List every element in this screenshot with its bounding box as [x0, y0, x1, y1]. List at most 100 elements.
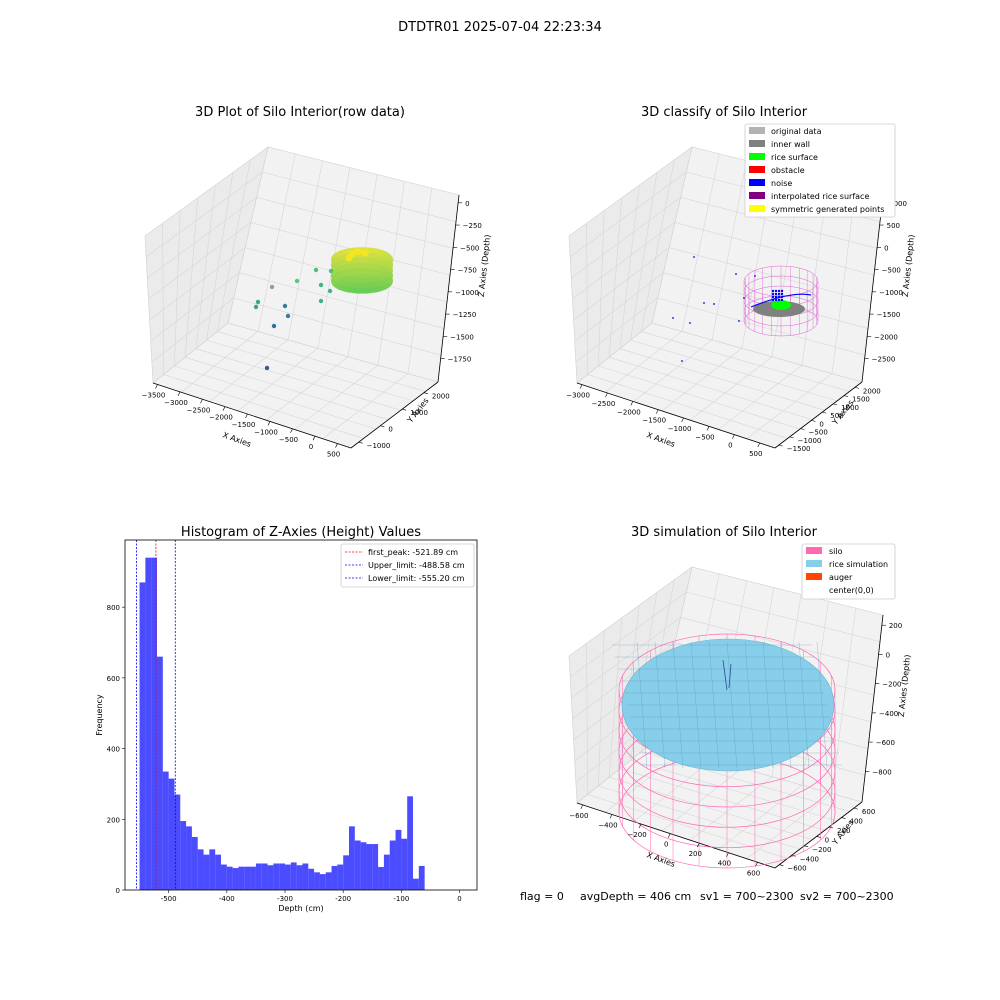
noise-point	[774, 298, 778, 302]
raw-data-x-label: X Axies	[221, 430, 252, 449]
classify-y-tick-label: −500	[809, 429, 828, 437]
classify-grid-line	[657, 297, 866, 356]
raw-data-grid-line	[163, 374, 364, 439]
histogram-y-tick-label: 800	[107, 604, 120, 612]
raw-data-y-ticks: −1000 0 1000 2000	[358, 392, 450, 450]
raw-data-x-tick-mark	[335, 443, 338, 448]
histogram-bar	[418, 865, 425, 890]
raw-data-x-tick-label: −2000	[209, 414, 233, 422]
noise-point	[743, 297, 745, 299]
histogram-y-tick-label: 400	[107, 746, 120, 754]
histogram-vlines	[136, 540, 176, 890]
figure-suptitle: DTDTR01 2025-07-04 22:23:34	[398, 20, 602, 35]
histogram-bar	[314, 872, 320, 890]
histogram-bar	[151, 557, 157, 890]
simulation-legend-swatch	[806, 547, 822, 554]
raw-data-grid-line	[185, 356, 389, 421]
simulation-grid-line	[608, 617, 623, 778]
raw-data-y-tick-mark	[402, 408, 407, 411]
simulation-y-tick-mark	[816, 836, 821, 838]
raw-data-point	[264, 365, 270, 371]
histogram-bar	[162, 771, 169, 890]
histogram-bar	[389, 840, 396, 890]
noise-point	[738, 320, 740, 322]
histogram-bar	[343, 855, 349, 890]
histogram-bar	[378, 867, 384, 890]
rice-mesh-line	[762, 641, 774, 769]
histogram-bar	[221, 864, 227, 890]
rice-mesh-line	[798, 641, 810, 769]
simulation-grid-line	[630, 759, 838, 822]
raw-data-grid-line	[195, 185, 216, 349]
simulation-legend-label: rice simulation	[829, 560, 888, 569]
classify-grid-line	[669, 247, 872, 303]
histogram-bar	[168, 778, 175, 890]
simulation-y-tick-mark	[791, 854, 796, 857]
classify-x-tick-mark	[579, 384, 583, 389]
raw-data-grid-line	[233, 297, 442, 356]
classify-legend: original data inner wall rice surface obsta…	[744, 123, 896, 218]
histogram-bar	[174, 794, 181, 890]
rice-mesh-line	[816, 641, 828, 769]
raw-data-point	[318, 282, 324, 288]
histogram-bar	[354, 840, 361, 890]
raw-data-grid-line	[145, 171, 263, 258]
simulation-x-tick-label: −400	[598, 821, 617, 829]
raw-data-x-ticks: −3500−3000−2500−2000−1500−1000−500 0 500	[142, 384, 340, 459]
histogram-bar	[267, 865, 274, 890]
histogram-bar	[255, 863, 262, 890]
classify-grid-line	[640, 159, 675, 332]
simulation-grid-line	[718, 784, 803, 850]
classify-grid-line	[587, 374, 788, 439]
histogram-y-ticks: 0 200 400 600 800	[107, 604, 125, 895]
classify-x-tick-label: 0	[728, 442, 732, 450]
simulation-y-tick-label: 0	[825, 836, 829, 844]
histogram-bar	[401, 838, 408, 890]
histogram-bar	[139, 582, 146, 890]
classify-title: 3D classify of Silo Interior	[641, 105, 808, 120]
raw-data-grid-line	[322, 373, 409, 439]
classify-x-label: X Axies	[645, 430, 676, 449]
avg-depth-status: avgDepth = 406 cm	[580, 890, 691, 903]
noise-point	[780, 295, 784, 299]
rice-mesh-line	[780, 641, 792, 769]
raw-data-x-tick-label: −500	[279, 436, 298, 444]
classify-x-tick-mark	[605, 392, 608, 398]
raw-data-grid-line	[206, 172, 234, 341]
raw-data-grid-line	[195, 348, 401, 411]
classify-legend-swatch	[749, 166, 765, 173]
histogram-bar	[308, 868, 315, 890]
classify-y-tick-mark	[833, 403, 838, 406]
classify-grid-line	[630, 339, 838, 402]
classify-legend-swatch	[749, 192, 765, 199]
simulation-x-tick-mark	[755, 862, 758, 867]
classify-y-tick-label: −1500	[787, 445, 811, 453]
classify-grid-line	[680, 196, 878, 249]
classify-grid-line	[661, 348, 743, 412]
simulation-z-tick-label: −600	[876, 739, 895, 747]
noise-point	[771, 289, 775, 293]
classify-legend-swatch	[749, 179, 765, 186]
raw-data-y-tick-mark	[358, 441, 363, 444]
histogram-bar	[197, 849, 204, 890]
simulation-y-tick-mark	[853, 807, 858, 810]
raw-data-x-tick-label: −3500	[142, 391, 166, 399]
raw-data-grid-line	[206, 339, 414, 402]
classify-x-tick-mark	[681, 417, 684, 423]
histogram-bar	[372, 844, 379, 890]
raw-data-y-axis-line	[350, 381, 439, 449]
simulation-x-tick-label: 0	[664, 841, 668, 849]
simulation-z-tick-label: 200	[889, 622, 902, 630]
noise-point	[780, 292, 784, 296]
histogram-bar	[337, 864, 344, 890]
noise-point	[780, 298, 784, 302]
simulation-x-label: X Axies	[645, 850, 676, 869]
simulation-x-tick-label: 200	[689, 850, 702, 858]
classify-x-tick-label: −2500	[592, 400, 616, 408]
classify-y-tick-label: 1500	[852, 396, 870, 404]
simulation-grid-line	[572, 642, 676, 720]
classify-grid-line	[586, 223, 589, 375]
classify-grid-line	[674, 222, 875, 276]
classify-grid-line	[608, 197, 623, 358]
